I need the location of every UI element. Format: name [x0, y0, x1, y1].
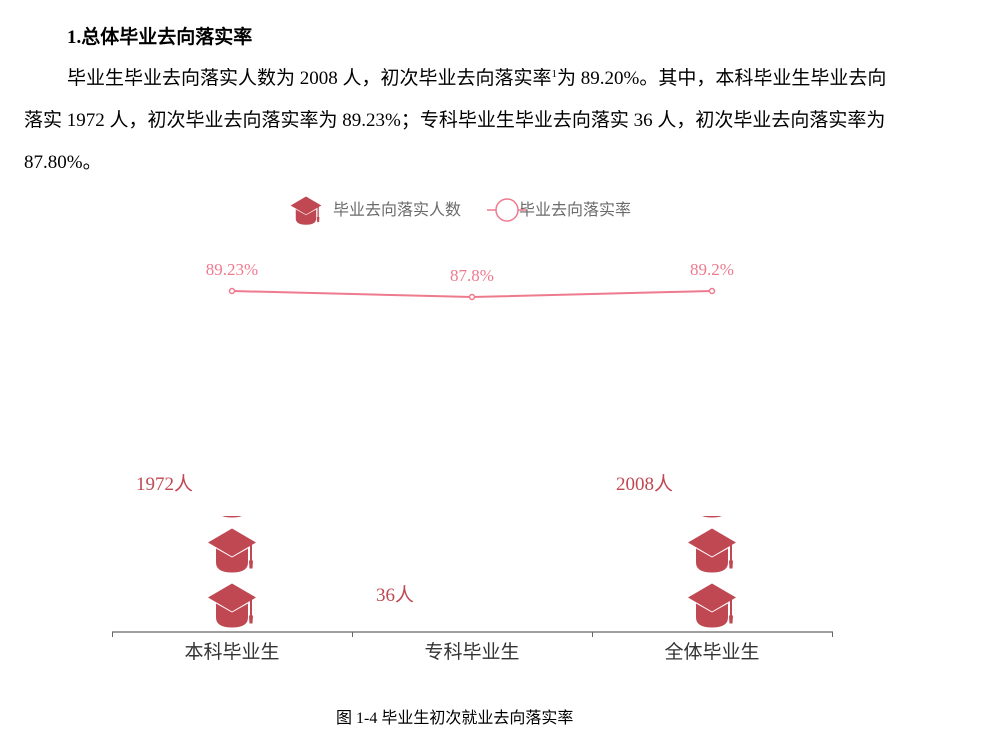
grad-cap-icon	[687, 527, 737, 574]
figure-caption: 图 1-4 毕业生初次就业去向落实率	[336, 710, 574, 727]
legend-item-rate[interactable]: 毕业去向落实率	[515, 196, 637, 220]
rate-label-undergrad: 89.23%	[205, 260, 259, 279]
count-label-all: 2008人	[616, 474, 674, 495]
grad-cap-icon	[687, 582, 737, 629]
count-bar-all[interactable]	[687, 474, 737, 629]
footnote-marker[interactable]: 1	[551, 68, 558, 80]
legend-line-circle-icon	[487, 198, 527, 222]
chart-graphics	[112, 195, 833, 637]
rate-point-3[interactable]	[708, 287, 716, 295]
category-label-all: 全体毕业生	[664, 641, 760, 663]
count-bar-undergrad[interactable]	[207, 474, 257, 629]
count-label-college: 36人	[376, 585, 415, 606]
rate-label-all: 89.2%	[690, 260, 734, 279]
category-label-undergrad: 本科毕业生	[184, 641, 280, 663]
rate-point-1[interactable]	[228, 287, 236, 295]
chart-legend: 毕业去向落实人数 毕业去向落实率	[285, 196, 637, 220]
grad-cap-icon	[207, 582, 257, 629]
paragraph-text-2: 为 89.20%。其中，本科毕业生毕业去向落实 1972 人，初次毕业去向落实率…	[24, 68, 887, 173]
x-axis	[112, 631, 833, 637]
summary-paragraph: 毕业生毕业去向落实人数为 2008 人，初次毕业去向落实率1为 89.20%。其…	[24, 58, 894, 184]
rate-point-2[interactable]	[468, 293, 476, 301]
legend-rate-label: 毕业去向落实率	[519, 200, 632, 219]
count-bar-college[interactable]	[447, 584, 497, 629]
grad-cap-icon	[687, 516, 737, 519]
section-heading: 1.总体毕业去向落实率	[67, 27, 253, 48]
grad-cap-icon	[447, 628, 497, 629]
grad-cap-icon	[207, 527, 257, 574]
legend-item-count[interactable]: 毕业去向落实人数	[329, 196, 467, 220]
category-label-college: 专科毕业生	[424, 641, 520, 663]
count-label-undergrad: 1972人	[136, 474, 194, 495]
rate-label-college: 87.8%	[450, 266, 494, 285]
grad-cap-icon	[207, 516, 257, 519]
legend-count-label: 毕业去向落实人数	[333, 200, 462, 219]
graduation-destination-chart: 毕业去向落实人数 毕业去向落实率 89.23% 87.8% 89.2% 1972…	[0, 190, 989, 670]
paragraph-text-1: 毕业生毕业去向落实人数为 2008 人，初次毕业去向落实率	[67, 68, 552, 89]
